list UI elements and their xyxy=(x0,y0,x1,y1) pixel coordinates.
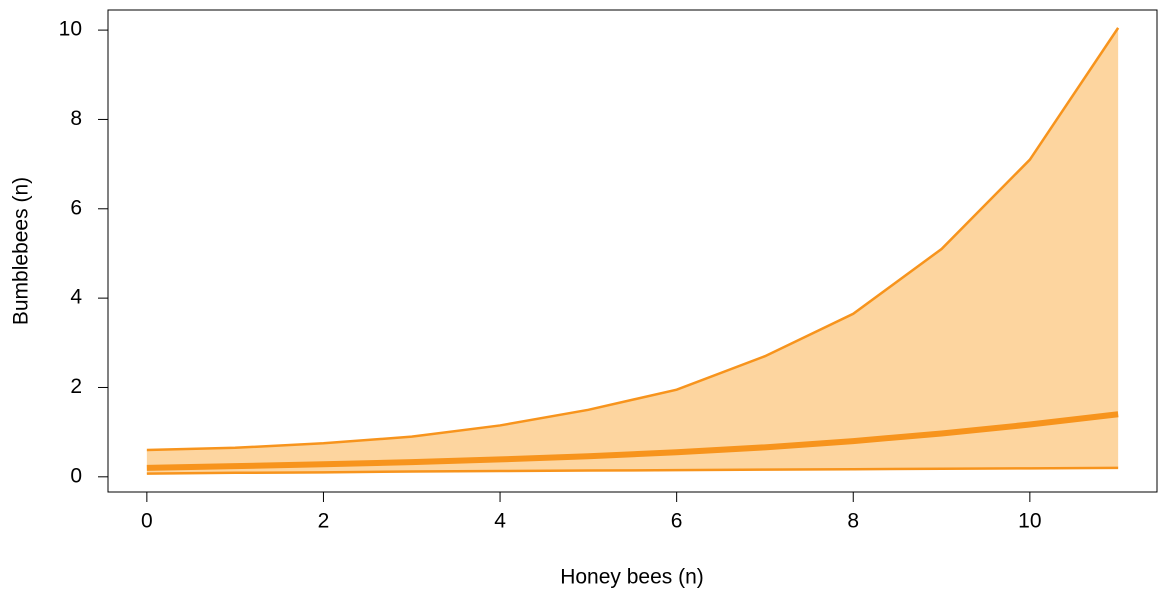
x-tick-label: 4 xyxy=(494,510,506,533)
x-axis-label: Honey bees (n) xyxy=(560,566,704,589)
y-tick-label: 8 xyxy=(70,107,82,130)
y-tick-label: 10 xyxy=(59,18,82,41)
y-tick-label: 4 xyxy=(70,286,82,309)
x-tick-label: 8 xyxy=(847,510,859,533)
x-tick-label: 2 xyxy=(318,510,330,533)
band-upper-line xyxy=(146,27,1120,452)
y-tick-label: 6 xyxy=(70,196,82,219)
x-tick-label: 10 xyxy=(1018,510,1041,533)
confidence-band xyxy=(146,27,1119,474)
plot-frame xyxy=(107,9,1158,493)
x-tick-label: 6 xyxy=(671,510,683,533)
y-tick-label: 0 xyxy=(70,464,82,487)
band-lower-line xyxy=(146,466,1119,475)
x-tick-label: 0 xyxy=(141,510,153,533)
y-tick-label: 2 xyxy=(70,375,82,398)
y-axis-label: Bumblebees (n) xyxy=(10,177,33,325)
mean-line xyxy=(146,411,1119,471)
